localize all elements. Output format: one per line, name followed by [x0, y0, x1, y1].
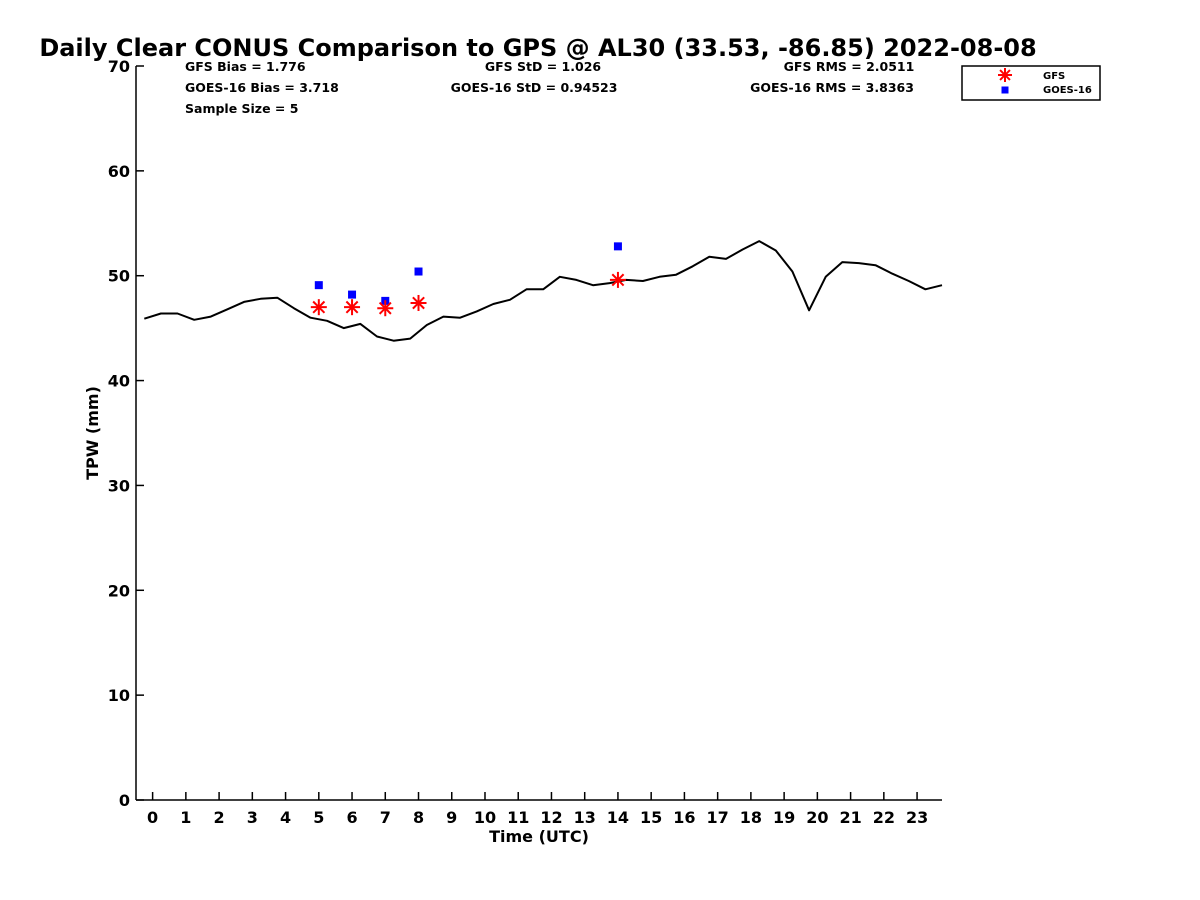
- gfs-point: [377, 300, 394, 317]
- x-tick-label: 23: [906, 808, 928, 827]
- goes16-point: [414, 267, 423, 276]
- sample-size-stat: Sample Size = 5: [185, 101, 298, 116]
- goes16-point: [314, 281, 323, 290]
- legend-goes-square: [1001, 86, 1009, 94]
- x-tick-label: 0: [147, 808, 158, 827]
- goes-rms-stat: GOES-16 RMS = 3.8363: [750, 80, 914, 95]
- legend-gfs-asterisk: [998, 68, 1012, 82]
- legend: GFS GOES-16: [961, 65, 1101, 101]
- legend-gfs-label: GFS: [1043, 71, 1065, 82]
- x-axis-label: Time (UTC): [489, 827, 589, 846]
- gfs-std-stat: GFS StD = 1.026: [485, 59, 602, 74]
- x-tick-label: 13: [574, 808, 596, 827]
- goes16-point: [348, 290, 357, 299]
- goes-bias-stat: GOES-16 Bias = 3.718: [185, 80, 339, 95]
- x-tick-label: 5: [313, 808, 324, 827]
- x-tick-label: 16: [673, 808, 695, 827]
- y-tick-label: 70: [108, 57, 130, 76]
- x-tick-label: 19: [773, 808, 795, 827]
- x-tick-label: 22: [873, 808, 895, 827]
- x-tick-label: 14: [607, 808, 629, 827]
- gps-tpw-line: [144, 240, 943, 342]
- x-tick-label: 3: [247, 808, 258, 827]
- goes16-point: [613, 242, 622, 251]
- gfs-point: [410, 294, 427, 311]
- gfs-point: [344, 299, 361, 316]
- legend-goes-marker: [1001, 86, 1009, 94]
- y-tick-label: 0: [119, 791, 130, 810]
- y-tick-label: 40: [108, 372, 130, 391]
- x-tick-label: 20: [806, 808, 828, 827]
- x-tick-label: 10: [474, 808, 496, 827]
- x-tick-label: 1: [180, 808, 191, 827]
- y-tick-label: 60: [108, 162, 130, 181]
- gfs-point: [609, 271, 626, 288]
- y-axis-ticks: 0 10 20 30 40 50 60 70: [108, 57, 144, 810]
- legend-goes-label: GOES-16: [1043, 85, 1092, 96]
- x-tick-label: 6: [346, 808, 357, 827]
- x-tick-label: 15: [640, 808, 662, 827]
- x-tick-label: 7: [380, 808, 391, 827]
- x-tick-label: 4: [280, 808, 291, 827]
- x-tick-label: 11: [507, 808, 529, 827]
- x-tick-label: 17: [707, 808, 729, 827]
- x-tick-label: 8: [413, 808, 424, 827]
- goes-std-stat: GOES-16 StD = 0.94523: [451, 80, 618, 95]
- chart-title: Daily Clear CONUS Comparison to GPS @ AL…: [39, 34, 1036, 62]
- y-tick-label: 20: [108, 581, 130, 600]
- x-tick-label: 12: [540, 808, 562, 827]
- gfs-bias-stat: GFS Bias = 1.776: [185, 59, 306, 74]
- y-tick-label: 10: [108, 686, 130, 705]
- x-tick-label: 2: [214, 808, 225, 827]
- x-tick-label: 18: [740, 808, 762, 827]
- x-tick-label: 21: [839, 808, 861, 827]
- x-tick-label: 9: [446, 808, 457, 827]
- legend-box: [961, 65, 1101, 101]
- y-tick-label: 50: [108, 267, 130, 286]
- gfs-rms-stat: GFS RMS = 2.0511: [784, 59, 915, 74]
- gfs-point: [310, 299, 327, 316]
- y-tick-label: 30: [108, 476, 130, 495]
- y-axis-label: TPW (mm): [83, 386, 102, 480]
- plot-area: [144, 240, 943, 342]
- x-axis-ticks: 0 1 2 3 4 5 6 7 8 9 10 11 12 13 14 15 16 17 18 19 20 21 22 23: [147, 792, 928, 827]
- legend-gfs-marker: [998, 68, 1012, 82]
